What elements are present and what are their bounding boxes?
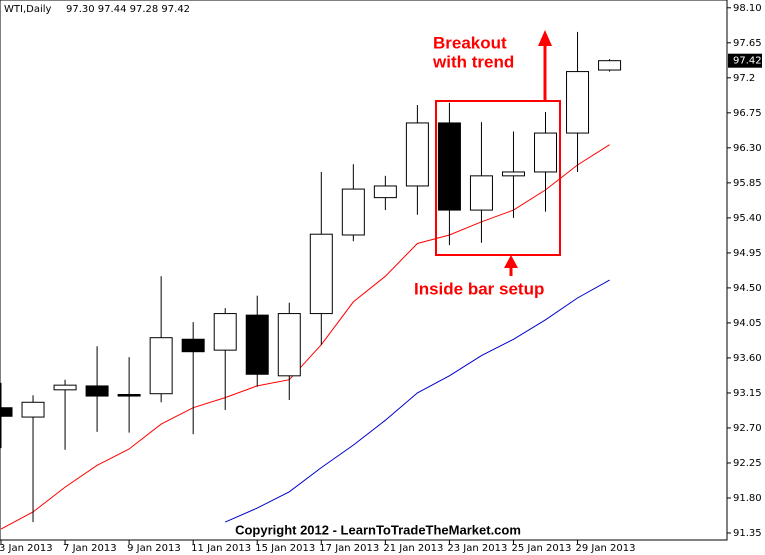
setup-box <box>435 100 561 256</box>
candle-body <box>437 122 461 211</box>
candle-body <box>85 385 109 397</box>
candle-body <box>245 314 269 375</box>
y-tick-label: 97.2 <box>733 73 755 84</box>
plot-area <box>0 0 728 541</box>
candle-body <box>181 338 205 353</box>
candle-body <box>469 175 493 211</box>
y-tick-label: 92.25 <box>733 458 762 469</box>
y-tick-label: 96.30 <box>733 143 762 154</box>
y-tick-label: 93.15 <box>733 388 762 399</box>
candle-body <box>213 313 237 351</box>
last-price-tag <box>728 53 762 68</box>
moving-average <box>224 279 610 523</box>
breakout-label: with trend <box>432 52 514 71</box>
marks <box>0 31 622 530</box>
x-tick-label: 11 Jan 2013 <box>191 543 251 554</box>
x-tick-label: 17 Jan 2013 <box>319 543 379 554</box>
candle-body <box>277 313 301 377</box>
candle-body <box>341 188 365 236</box>
candle-body <box>534 132 558 173</box>
y-tick-label: 93.60 <box>733 353 762 364</box>
x-tick-label: 7 Jan 2013 <box>63 543 117 554</box>
y-tick-label: 91.35 <box>733 528 762 539</box>
candle-body <box>149 337 173 395</box>
candle-body <box>598 60 622 71</box>
ohlc-label: 97.30 97.44 97.28 97.42 <box>66 4 190 15</box>
x-tick-label: 15 Jan 2013 <box>255 543 315 554</box>
y-tick-label: 95.85 <box>733 178 762 189</box>
y-tick-label: 94.95 <box>733 248 762 259</box>
last-price-label: 97.42 <box>733 56 762 67</box>
candle-body <box>405 122 429 187</box>
candle-body <box>21 401 45 418</box>
setup-label: Inside bar setup <box>414 279 544 298</box>
y-tick-label: 91.80 <box>733 493 762 504</box>
y-tick-label: 96.75 <box>733 108 762 119</box>
candle-body <box>566 71 590 134</box>
y-tick-label: 98.10 <box>733 3 762 14</box>
y-tick-label: 97.65 <box>733 38 762 49</box>
breakout-label: Breakout <box>433 33 507 52</box>
x-tick-label: 29 Jan 2013 <box>576 543 636 554</box>
setup-arrow-head <box>504 255 518 268</box>
y-tick-label: 94.05 <box>733 318 762 329</box>
candle-body <box>117 393 141 397</box>
candle-body <box>501 171 525 177</box>
x-tick-label: 25 Jan 2013 <box>511 543 571 554</box>
y-tick-label: 92.70 <box>733 423 762 434</box>
candle-body <box>309 233 333 315</box>
candle-body <box>0 407 13 417</box>
x-tick-label: 21 Jan 2013 <box>383 543 443 554</box>
candle-body <box>53 384 77 391</box>
x-tick-label: 23 Jan 2013 <box>447 543 507 554</box>
copyright: Copyright 2012 - LearnToTradeTheMarket.c… <box>235 522 521 537</box>
y-tick-label: 94.50 <box>733 283 762 294</box>
moving-average <box>0 144 610 530</box>
y-tick-label: 95.40 <box>733 213 762 224</box>
x-tick-label: 9 Jan 2013 <box>127 543 181 554</box>
x-tick-label: 3 Jan 2013 <box>0 543 53 554</box>
breakout-arrow-head <box>538 30 552 46</box>
chart-title: WTI,Daily <box>4 4 52 15</box>
candle-body <box>373 185 397 199</box>
